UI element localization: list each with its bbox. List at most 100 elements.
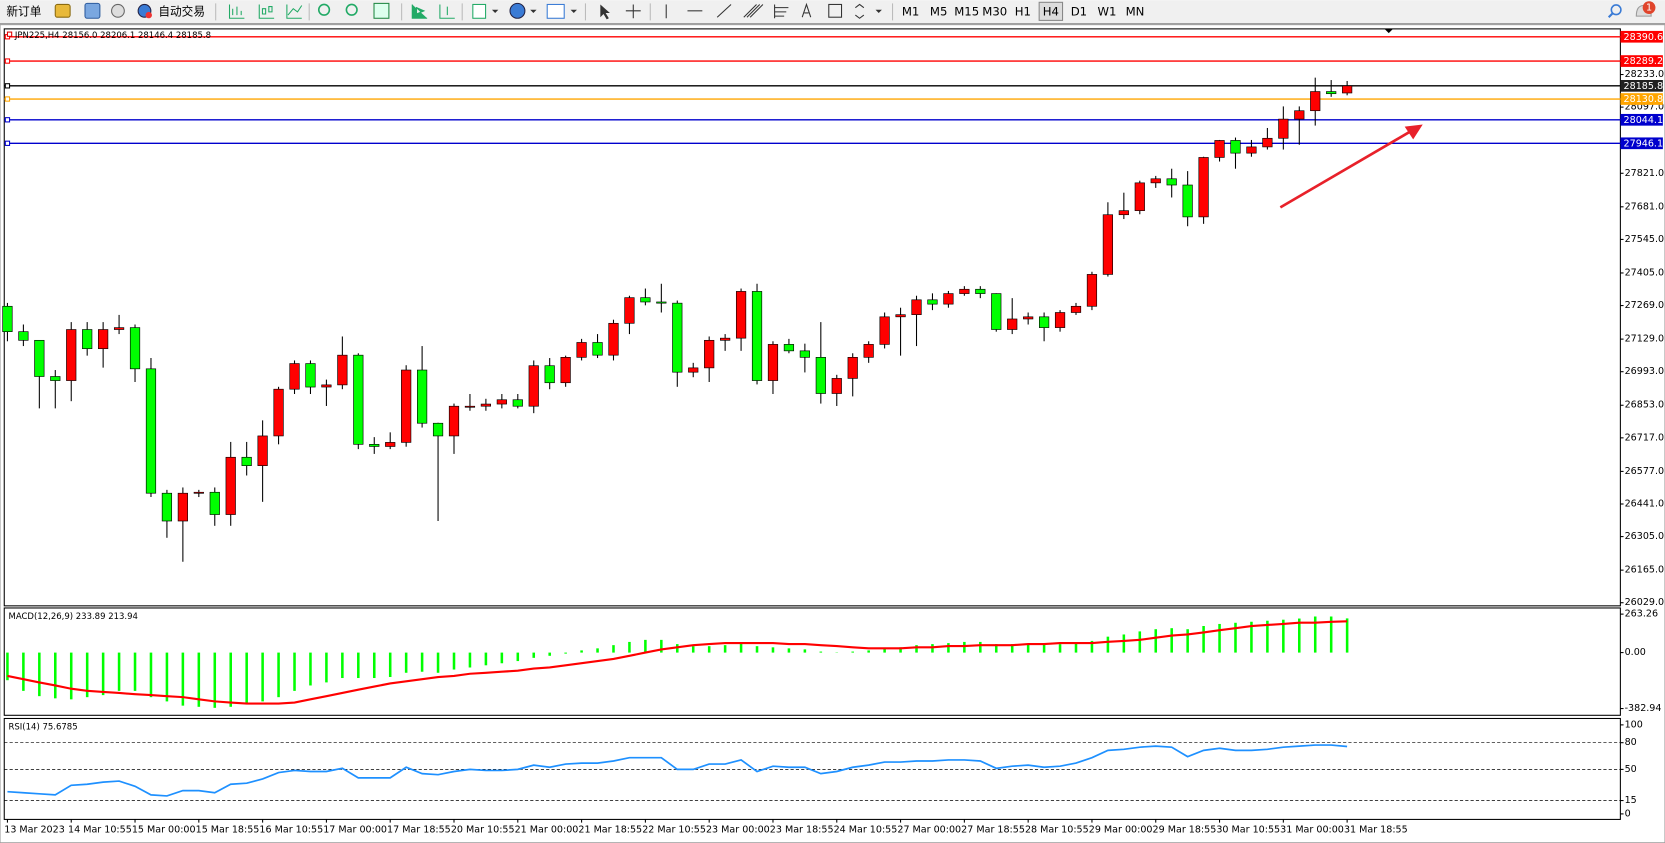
candle-body — [879, 316, 890, 345]
shift-icon[interactable] — [439, 4, 455, 19]
macd-panel — [3, 607, 1621, 716]
timeframe-selected — [1038, 1, 1064, 21]
level-tag — [1620, 79, 1663, 92]
dropdown-arrow[interactable] — [570, 9, 577, 13]
timeframe-button[interactable]: M15 — [954, 4, 979, 18]
candle-body — [1326, 91, 1337, 95]
timeframe-button[interactable]: W1 — [1097, 4, 1116, 18]
y-tick-label: 80 — [1625, 737, 1637, 748]
market-watch-icon[interactable] — [54, 3, 71, 18]
fibonacci-tool[interactable] — [774, 4, 789, 19]
candle-body — [1182, 184, 1193, 218]
level-tag — [1620, 30, 1663, 43]
x-tick-label: 16 Mar 10:55 — [259, 825, 323, 836]
level-handle — [4, 83, 11, 89]
candle-body — [735, 291, 747, 339]
crosshair-tool[interactable] — [625, 4, 641, 19]
y-tick-label: 27681.0 — [1625, 201, 1664, 212]
candle-body — [305, 363, 316, 388]
timeframe-button[interactable]: MN — [1126, 4, 1145, 18]
candle-body — [799, 350, 810, 358]
trendline-tool[interactable] — [716, 4, 732, 18]
x-tick-label: 13 Mar 2023 — [4, 825, 65, 836]
periods-icon[interactable] — [509, 2, 526, 19]
candle-body — [767, 344, 779, 381]
x-tick-label: 14 Mar 10:55 — [68, 825, 132, 836]
level-tag — [1620, 93, 1663, 105]
x-tick-label: 24 Mar 10:55 — [834, 825, 898, 836]
auto-trading-button[interactable]: 自动交易 — [158, 4, 205, 18]
y-tick-label: 26853.0 — [1625, 400, 1664, 411]
x-tick-label: 15 Mar 00:00 — [132, 825, 196, 836]
data-window-icon[interactable] — [84, 2, 101, 19]
candle-body — [1262, 137, 1273, 148]
zoom-out-icon[interactable] — [345, 3, 358, 16]
y-tick-label: 15 — [1625, 795, 1637, 806]
candle-body — [145, 368, 157, 494]
timeframe-button[interactable]: M30 — [982, 4, 1007, 18]
y-tick-label: 26029.0 — [1625, 597, 1664, 608]
x-tick-label: 23 Mar 18:55 — [770, 825, 834, 836]
toolbar: 新订单 自动交易 — [0, 0, 1665, 25]
signals-icon[interactable] — [111, 3, 125, 18]
timeframe-button[interactable]: M1 — [902, 4, 920, 18]
candle-body — [18, 331, 29, 341]
bar-chart-icon[interactable] — [228, 4, 245, 19]
x-tick-label: 30 Mar 10:55 — [1216, 825, 1280, 836]
candle-body — [544, 365, 555, 384]
y-tick-label: 50 — [1625, 764, 1637, 775]
candle-body — [576, 342, 587, 358]
annotation-arrowhead — [1404, 124, 1423, 140]
candle-body — [289, 363, 300, 390]
text-tool[interactable] — [801, 2, 812, 18]
dropdown-arrow[interactable] — [491, 9, 499, 13]
candle-body — [1102, 214, 1113, 275]
candle-body — [1086, 274, 1098, 307]
y-tick-label: 27821.0 — [1625, 168, 1664, 179]
new-order-button[interactable]: 新订单 — [6, 4, 41, 18]
candle-body — [1246, 146, 1257, 154]
x-tick-label: 21 Mar 00:00 — [515, 825, 579, 836]
candle-body — [113, 327, 125, 330]
y-tick-label: 0 — [1625, 808, 1631, 819]
shift-marker — [1384, 28, 1393, 34]
candle-body — [704, 339, 715, 369]
dropdown-arrow[interactable] — [530, 9, 537, 13]
indicators-icon[interactable] — [472, 3, 487, 19]
y-tick-label: 263.26 — [1625, 609, 1658, 620]
dropdown-arrow[interactable] — [875, 9, 882, 13]
candle-body — [321, 384, 332, 388]
candle-chart-icon[interactable] — [258, 4, 275, 19]
y-tick-label: 27129.0 — [1625, 334, 1664, 345]
y-tick-label: 26305.0 — [1625, 531, 1664, 542]
scroll-icon[interactable] — [411, 4, 428, 19]
line-chart-icon[interactable] — [286, 4, 303, 19]
candle-body — [193, 491, 204, 494]
timeframe-button[interactable]: H4 — [1043, 4, 1059, 18]
candle-body — [1070, 305, 1082, 313]
candle-body — [1166, 178, 1177, 186]
candle-body — [831, 378, 842, 394]
candle-body — [991, 293, 1002, 330]
tile-windows-icon[interactable] — [373, 2, 390, 19]
candle-body — [257, 435, 268, 466]
arrows-tool[interactable] — [855, 3, 865, 19]
candle-body — [273, 388, 284, 437]
zoom-in-icon[interactable] — [317, 3, 331, 16]
templates-icon[interactable] — [546, 3, 565, 19]
level-label: 27946.1 — [1624, 138, 1663, 149]
channel-tool[interactable] — [743, 4, 764, 18]
timeframe-button[interactable]: M5 — [930, 4, 948, 18]
label-tool[interactable] — [828, 3, 843, 18]
x-tick-label: 23 Mar 00:00 — [706, 825, 770, 836]
level-handle — [4, 117, 11, 123]
auto-trading-status — [145, 11, 152, 19]
candle-body — [496, 399, 507, 405]
timeframe-button[interactable]: H1 — [1015, 4, 1031, 18]
timeframe-button[interactable]: D1 — [1071, 4, 1087, 18]
candle-body — [1310, 91, 1321, 112]
x-tick-label: 17 Mar 18:55 — [387, 825, 451, 836]
candle-body — [225, 456, 236, 515]
search-icon[interactable] — [1610, 4, 1622, 16]
cursor-tool[interactable] — [600, 4, 610, 20]
